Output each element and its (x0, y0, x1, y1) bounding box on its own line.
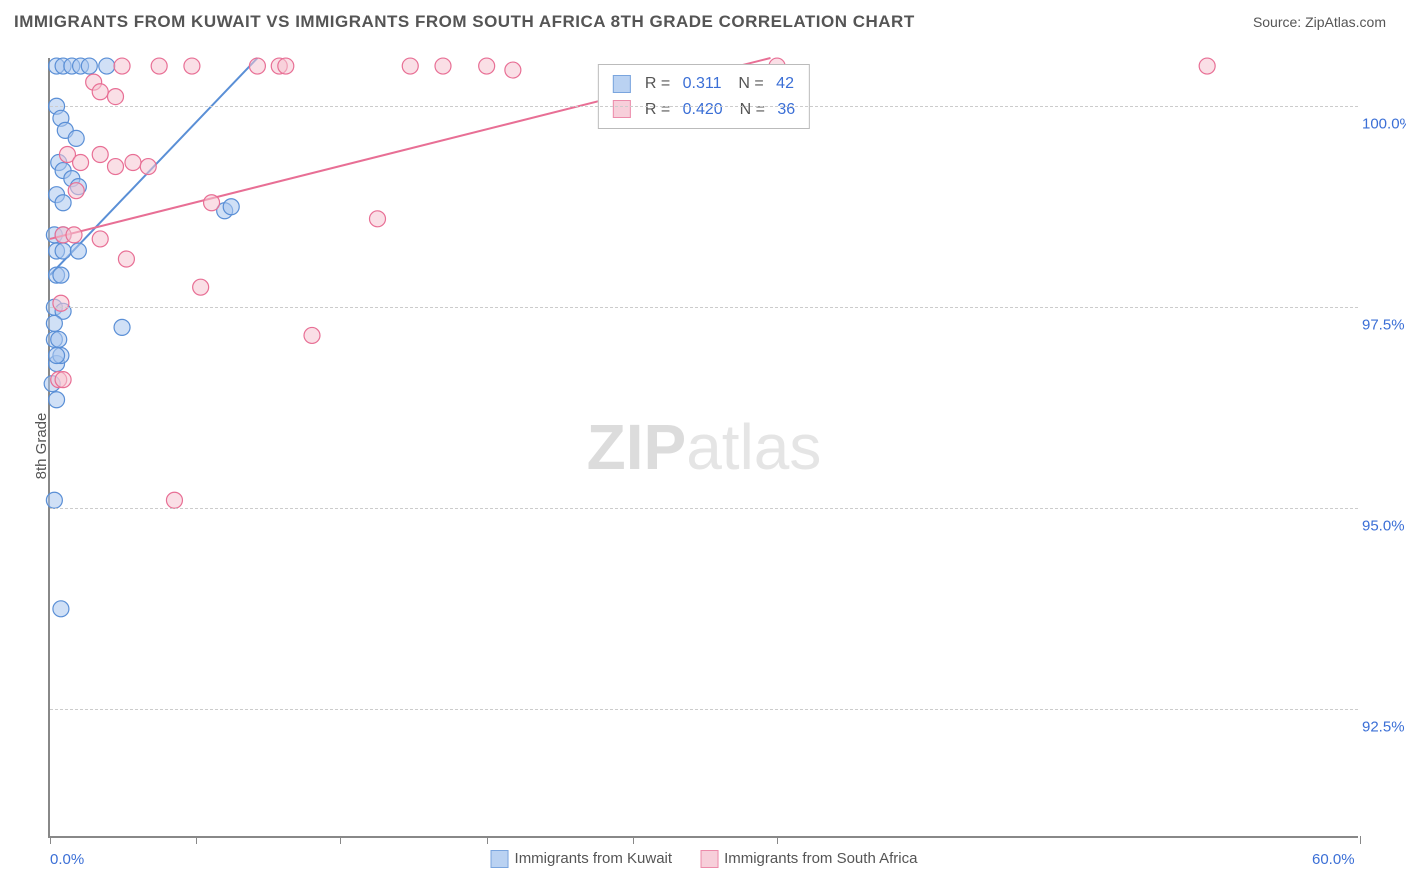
data-point (49, 348, 65, 364)
stat-r-label: R = (645, 97, 670, 123)
stat-n-value: 36 (773, 97, 795, 123)
data-point (402, 58, 418, 74)
data-point (151, 58, 167, 74)
data-point (505, 62, 521, 78)
source-link[interactable]: ZipAtlas.com (1305, 14, 1386, 30)
data-point (479, 58, 495, 74)
gridline-h (50, 307, 1358, 308)
data-point (204, 195, 220, 211)
data-point (73, 155, 89, 171)
data-point (92, 84, 108, 100)
data-point (66, 227, 82, 243)
source-label: Source: (1253, 14, 1301, 30)
stat-n-label: N = (729, 71, 763, 97)
data-point (140, 159, 156, 175)
x-tick-label: 0.0% (50, 851, 84, 868)
data-point (68, 130, 84, 146)
x-tick (340, 836, 341, 844)
data-point (125, 155, 141, 171)
data-point (108, 89, 124, 105)
x-tick (196, 836, 197, 844)
stat-r-value: 0.311 (678, 71, 721, 97)
data-point (53, 295, 69, 311)
x-tick (777, 836, 778, 844)
data-point (68, 183, 84, 199)
y-tick-label: 100.0% (1362, 116, 1406, 133)
data-point (46, 492, 62, 508)
legend-item: Immigrants from South Africa (700, 850, 917, 868)
data-point (166, 492, 182, 508)
data-point (92, 231, 108, 247)
bottom-legend: Immigrants from Kuwait Immigrants from So… (491, 850, 918, 868)
data-point (370, 211, 386, 227)
stat-r-value: 0.420 (678, 97, 722, 123)
chart-container: IMMIGRANTS FROM KUWAIT VS IMMIGRANTS FRO… (0, 0, 1406, 892)
stat-r-label: R = (645, 71, 670, 97)
chart-title: IMMIGRANTS FROM KUWAIT VS IMMIGRANTS FRO… (14, 12, 915, 32)
legend-label: Immigrants from South Africa (724, 850, 917, 867)
x-tick-label: 60.0% (1312, 851, 1355, 868)
data-point (184, 58, 200, 74)
data-point (118, 251, 134, 267)
data-point (81, 58, 97, 74)
y-tick-label: 92.5% (1362, 719, 1406, 736)
data-point (193, 279, 209, 295)
data-point (1199, 58, 1215, 74)
y-tick-label: 97.5% (1362, 317, 1406, 334)
stats-row: R = 0.311 N = 42 (613, 71, 795, 97)
data-point (223, 199, 239, 215)
data-point (99, 58, 115, 74)
source-attribution: Source: ZipAtlas.com (1253, 14, 1386, 30)
stat-n-value: 42 (772, 71, 794, 97)
gridline-h (50, 106, 1358, 107)
legend-swatch (613, 100, 631, 118)
data-point (70, 243, 86, 259)
plot-area: ZIPatlas R = 0.311 N = 42R = 0.420 N = 3… (48, 58, 1358, 838)
data-point (49, 392, 65, 408)
stat-n-label: N = (731, 97, 765, 123)
stats-legend-box: R = 0.311 N = 42R = 0.420 N = 36 (598, 64, 810, 129)
data-point (114, 58, 130, 74)
data-point (51, 331, 67, 347)
data-point (278, 58, 294, 74)
x-tick (487, 836, 488, 844)
legend-swatch (700, 850, 718, 868)
legend-item: Immigrants from Kuwait (491, 850, 673, 868)
scatter-svg (50, 58, 1358, 836)
data-point (249, 58, 265, 74)
data-point (114, 319, 130, 335)
y-tick-label: 95.0% (1362, 518, 1406, 535)
data-point (53, 267, 69, 283)
gridline-h (50, 709, 1358, 710)
data-point (55, 372, 71, 388)
data-point (46, 315, 62, 331)
data-point (435, 58, 451, 74)
gridline-h (50, 508, 1358, 509)
legend-swatch (613, 75, 631, 93)
x-tick (633, 836, 634, 844)
legend-swatch (491, 850, 509, 868)
data-point (304, 327, 320, 343)
x-tick (50, 836, 51, 844)
data-point (108, 159, 124, 175)
data-point (55, 195, 71, 211)
data-point (92, 146, 108, 162)
stats-row: R = 0.420 N = 36 (613, 97, 795, 123)
data-point (53, 601, 69, 617)
data-point (55, 243, 71, 259)
legend-label: Immigrants from Kuwait (515, 850, 673, 867)
x-tick (1360, 836, 1361, 844)
